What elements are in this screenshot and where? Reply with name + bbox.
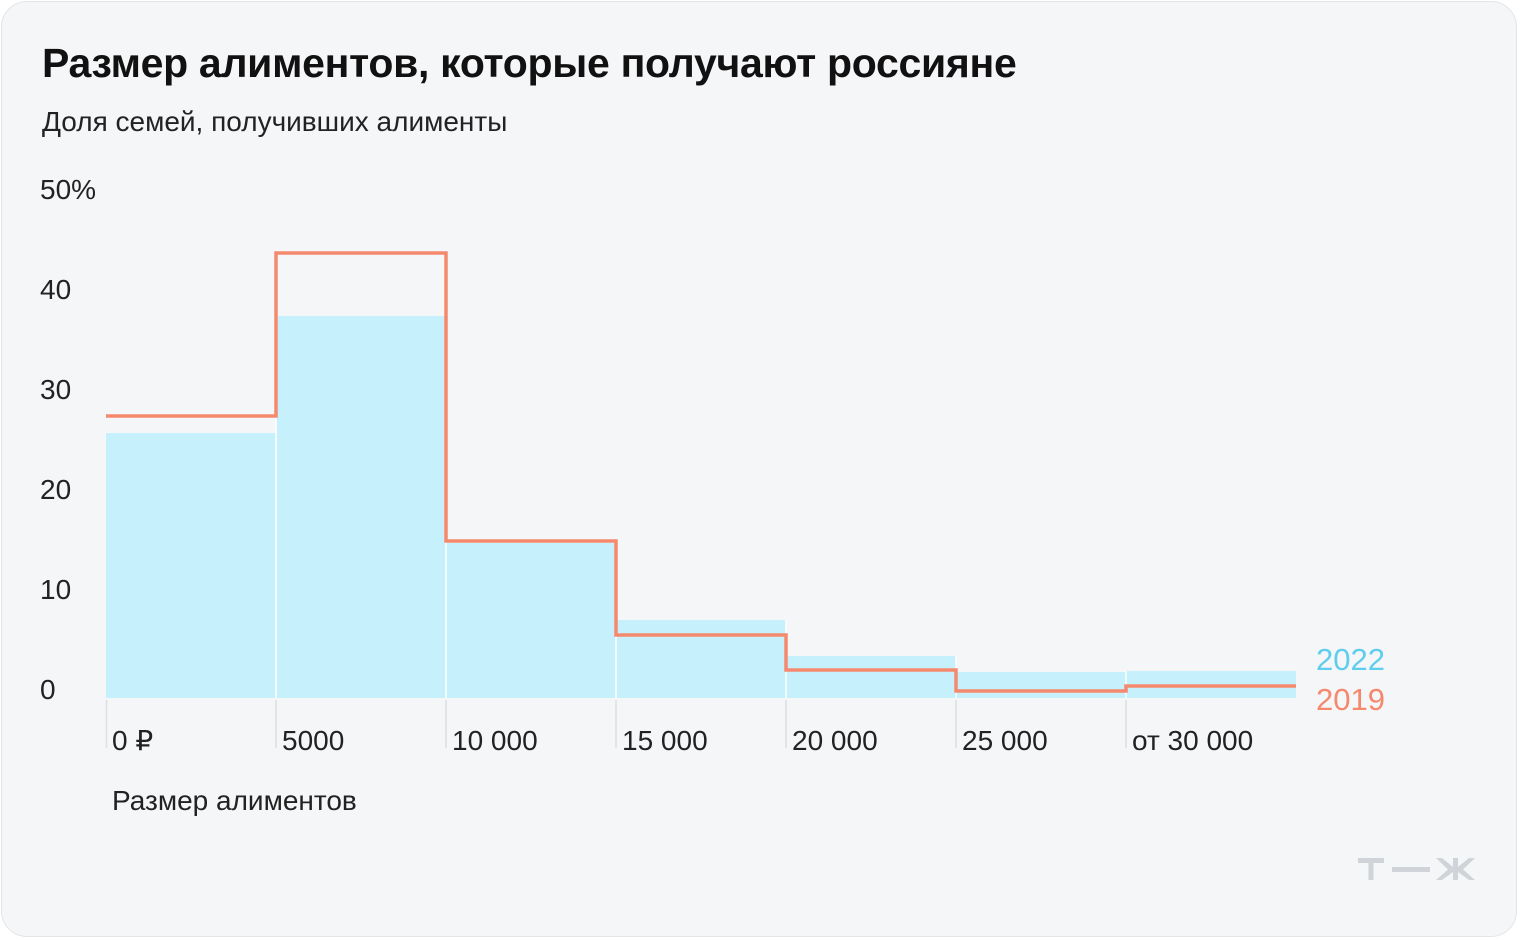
y-tick-label: 40 [40, 274, 71, 305]
step-line-2019 [106, 251, 1296, 693]
series-line-2019 [106, 251, 1296, 693]
bar-2022 [956, 672, 1126, 698]
x-axis: 0 ₽ 5000 10 000 15 000 20 000 25 000 от 30 000 [112, 725, 1253, 756]
y-tick-label: 30 [40, 374, 71, 405]
y-tick-label: 20 [40, 474, 71, 505]
chart-title: Размер алиментов, которые получают росси… [42, 40, 1017, 86]
x-tick-label: 0 ₽ [112, 725, 153, 756]
legend-2019: 2019 [1316, 682, 1385, 717]
legend-2022: 2022 [1316, 642, 1385, 677]
bar-2022 [616, 620, 786, 698]
x-axis-label: Размер алиментов [112, 785, 357, 816]
tzh-logo-icon [1358, 858, 1475, 880]
y-axis: 0 10 20 30 40 50% [40, 174, 96, 705]
bar-2022 [786, 656, 956, 698]
y-tick-label: 0 [40, 674, 56, 705]
bars-2022 [106, 316, 1296, 698]
x-tick-label: 5000 [282, 725, 344, 756]
x-tick-label: 10 000 [452, 725, 538, 756]
bar-2022 [276, 316, 446, 698]
x-tick-label: 15 000 [622, 725, 708, 756]
bar-2022 [106, 433, 276, 698]
y-tick-label: 10 [40, 574, 71, 605]
legend: 2022 2019 [1316, 642, 1385, 717]
x-tick-label: от 30 000 [1132, 725, 1253, 756]
chart-subtitle: Доля семей, получивших алименты [42, 106, 508, 137]
bar-2022 [446, 543, 616, 698]
x-tick-label: 25 000 [962, 725, 1048, 756]
y-tick-label: 50% [40, 174, 96, 205]
x-tick-label: 20 000 [792, 725, 878, 756]
